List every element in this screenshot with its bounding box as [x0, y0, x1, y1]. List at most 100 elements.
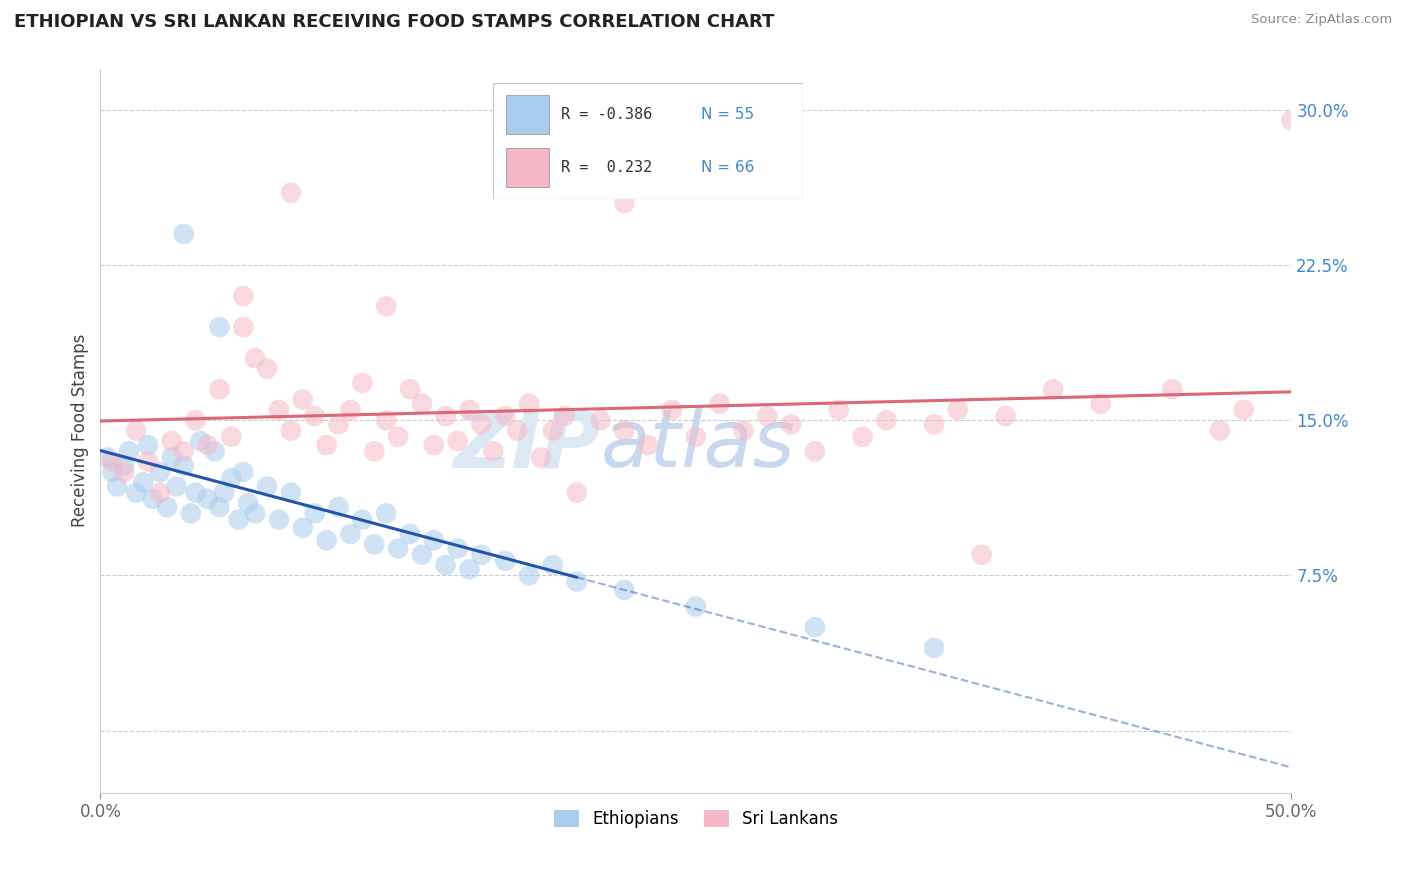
Point: [160, 450, 183, 465]
Point: [446, 541, 468, 556]
Point: [256, 361, 278, 376]
Point: [243, 351, 266, 366]
Point: [637, 438, 659, 452]
Point: [434, 558, 457, 572]
Point: [232, 320, 254, 334]
Point: [506, 424, 529, 438]
Point: [470, 548, 492, 562]
Point: [922, 417, 945, 432]
Point: [280, 186, 302, 200]
Point: [363, 444, 385, 458]
Point: [970, 548, 993, 562]
Point: [180, 506, 202, 520]
Point: [166, 479, 188, 493]
Point: [517, 568, 540, 582]
Point: [184, 485, 207, 500]
Point: [530, 450, 553, 465]
Point: [101, 455, 124, 469]
Point: [173, 458, 195, 473]
Point: [446, 434, 468, 448]
Point: [291, 392, 314, 407]
Point: [328, 417, 350, 432]
Point: [232, 289, 254, 303]
Point: [149, 485, 172, 500]
Point: [221, 471, 243, 485]
Point: [565, 485, 588, 500]
Point: [387, 430, 409, 444]
Y-axis label: Receiving Food Stamps: Receiving Food Stamps: [72, 334, 89, 527]
Point: [363, 537, 385, 551]
Point: [1279, 113, 1302, 128]
Point: [96, 450, 118, 465]
Point: [375, 506, 398, 520]
Point: [613, 196, 636, 211]
Point: [399, 527, 422, 541]
Point: [411, 548, 433, 562]
Point: [280, 424, 302, 438]
Point: [315, 533, 337, 548]
Point: [875, 413, 897, 427]
Point: [142, 491, 165, 506]
Point: [423, 438, 446, 452]
Point: [851, 430, 873, 444]
Text: ETHIOPIAN VS SRI LANKAN RECEIVING FOOD STAMPS CORRELATION CHART: ETHIOPIAN VS SRI LANKAN RECEIVING FOOD S…: [14, 13, 775, 31]
Point: [236, 496, 259, 510]
Point: [228, 512, 250, 526]
Point: [136, 438, 159, 452]
Point: [709, 397, 731, 411]
Point: [804, 444, 827, 458]
Point: [267, 403, 290, 417]
Point: [280, 485, 302, 500]
Point: [1233, 403, 1256, 417]
Point: [149, 465, 172, 479]
Point: [243, 506, 266, 520]
Point: [204, 444, 226, 458]
Point: [291, 521, 314, 535]
Point: [828, 403, 851, 417]
Point: [733, 424, 755, 438]
Point: [589, 413, 612, 427]
Point: [494, 554, 516, 568]
Text: ZIP: ZIP: [453, 406, 600, 484]
Point: [173, 444, 195, 458]
Point: [339, 527, 361, 541]
Point: [256, 479, 278, 493]
Point: [1161, 382, 1184, 396]
Point: [190, 434, 212, 448]
Point: [375, 300, 398, 314]
Point: [212, 485, 235, 500]
Point: [352, 376, 374, 390]
Point: [411, 397, 433, 411]
Point: [1209, 424, 1232, 438]
Point: [458, 562, 481, 576]
Point: [112, 465, 135, 479]
Point: [197, 491, 219, 506]
Point: [232, 465, 254, 479]
Point: [458, 403, 481, 417]
Point: [399, 382, 422, 396]
Point: [173, 227, 195, 241]
Point: [482, 444, 505, 458]
Point: [221, 430, 243, 444]
Text: Source: ZipAtlas.com: Source: ZipAtlas.com: [1251, 13, 1392, 27]
Point: [315, 438, 337, 452]
Point: [197, 438, 219, 452]
Point: [517, 397, 540, 411]
Point: [494, 409, 516, 423]
Point: [375, 413, 398, 427]
Point: [328, 500, 350, 515]
Text: atlas: atlas: [600, 406, 796, 484]
Point: [470, 417, 492, 432]
Point: [804, 620, 827, 634]
Point: [756, 409, 779, 423]
Point: [352, 512, 374, 526]
Point: [423, 533, 446, 548]
Point: [541, 558, 564, 572]
Point: [541, 424, 564, 438]
Point: [136, 455, 159, 469]
Point: [208, 320, 231, 334]
Point: [661, 403, 683, 417]
Point: [208, 382, 231, 396]
Point: [125, 424, 148, 438]
Point: [1090, 397, 1112, 411]
